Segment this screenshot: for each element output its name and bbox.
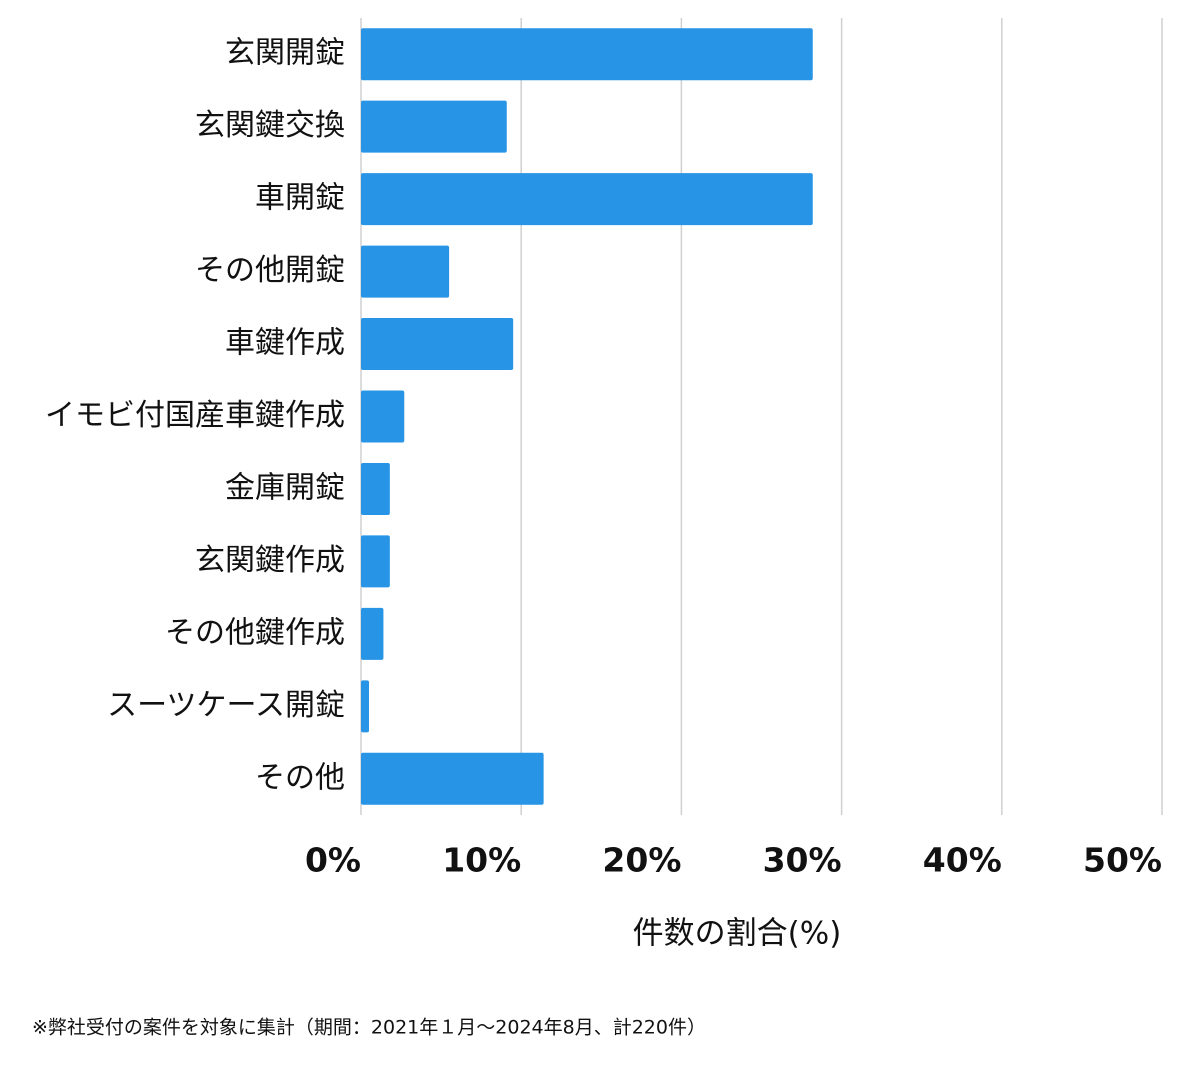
y-tick-label: 玄関開錠 [225,36,345,71]
y-tick-label: スーツケース開錠 [107,688,345,723]
y-tick-label: その他鍵作成 [165,615,345,650]
footnote: ※弊社受付の案件を対象に集計（期間：2021年１月～2024年8月、計220件） [32,1017,706,1039]
y-tick-label: 玄関鍵作成 [195,543,345,578]
y-tick-label: イモビ付国産車鍵作成 [45,398,345,433]
bar [361,462,390,515]
y-tick-label: その他開錠 [195,253,345,288]
y-tick-label: その他 [255,760,345,795]
bar [361,173,813,226]
x-axis-title: 件数の割合(%) [633,916,842,952]
y-tick-label: 車開錠 [255,181,345,216]
bar [361,245,450,298]
bar [361,607,384,660]
x-tick-label: 20% [602,841,681,880]
bar [361,100,507,153]
bar [361,28,813,81]
bar [361,752,544,805]
bar [361,390,405,443]
x-tick-label: 40% [923,841,1002,880]
y-tick-label: 車鍵作成 [225,326,345,361]
x-tick-label: 50% [1083,841,1162,880]
bar [361,318,514,371]
y-tick-label: 金庫開錠 [225,470,345,505]
x-tick-label: 0% [305,841,361,880]
x-tick-label: 10% [442,841,521,880]
bar [361,535,390,588]
x-tick-label: 30% [763,841,842,880]
bar [361,680,370,733]
y-tick-label: 玄関鍵交換 [195,108,345,143]
